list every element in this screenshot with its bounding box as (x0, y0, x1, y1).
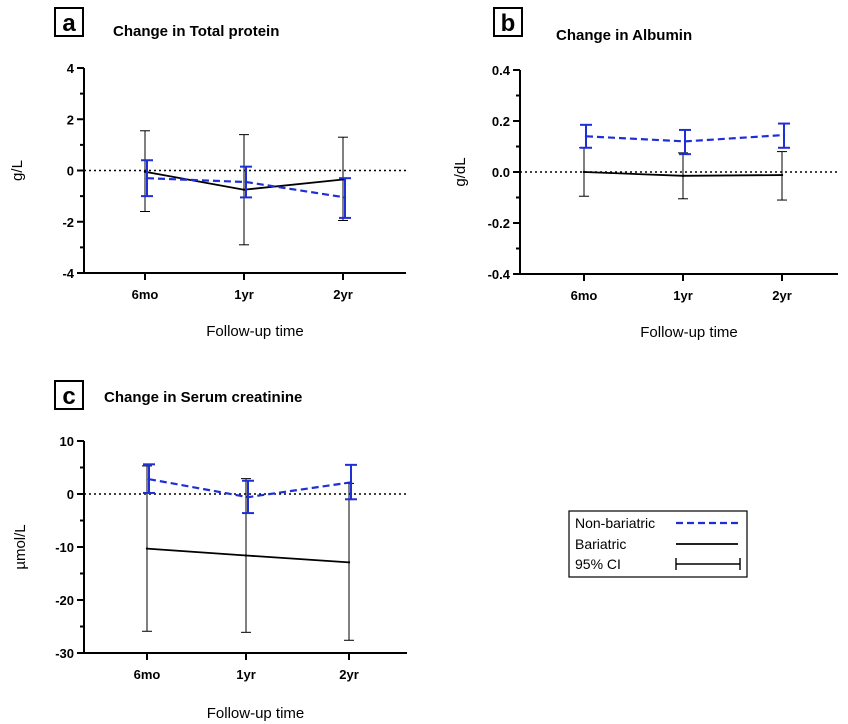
panel-c: c Change in Serum creatinine -30 -20 -10 0 10 6… (12, 380, 407, 722)
data-point (244, 180, 248, 184)
data-point (145, 176, 149, 180)
legend-label: Bariatric (575, 536, 626, 552)
y-tick-label: 0.4 (492, 63, 511, 78)
series-line (146, 547, 350, 564)
y-tick-label: 2 (67, 112, 74, 127)
chart-title: Change in Total protein (113, 23, 279, 40)
panel-letter-box (493, 7, 523, 37)
y-tick-label: 4 (67, 61, 75, 76)
y-tick-label: -0.2 (488, 216, 510, 231)
data-point (244, 554, 248, 557)
data-point (683, 140, 687, 143)
y-tick-label: -10 (55, 540, 74, 555)
y-tick-label: 0.2 (492, 114, 510, 129)
data-point (145, 547, 149, 550)
data-point (242, 188, 246, 191)
panel-letter-box (54, 7, 84, 37)
y-tick-label: 0 (67, 164, 74, 179)
y-tick-label: 10 (60, 434, 74, 449)
panel-letter: b (501, 10, 516, 37)
x-tick-label: 1yr (234, 287, 254, 302)
data-point (584, 135, 588, 138)
series-non-bariatric (580, 122, 790, 156)
y-axis-title: g/dL (452, 157, 469, 186)
data-point (347, 561, 351, 564)
data-point (143, 170, 147, 173)
chart-title: Change in Albumin (556, 27, 692, 44)
series-bariatric (140, 130, 348, 246)
chart-title: Change in Serum creatinine (104, 389, 302, 406)
panel-letter: a (62, 10, 76, 37)
panel-b: b Change in Albumin -0.4 -0.2 0.0 0.2 0.4 6mo 1y… (452, 7, 838, 341)
data-point (782, 133, 786, 137)
y-tick-label: -20 (55, 593, 74, 608)
y-axis-title: µmol/L (12, 524, 29, 569)
series-bariatric (142, 465, 354, 641)
series-non-bariatric (143, 463, 357, 515)
x-tick-label: 2yr (772, 288, 792, 303)
data-point (780, 173, 784, 177)
y-tick-label: -30 (55, 646, 74, 661)
data-point (343, 196, 347, 199)
legend: Non-bariatric Bariatric 95% CI (568, 510, 748, 578)
data-point (246, 495, 250, 499)
x-tick-label: 2yr (333, 287, 353, 302)
y-tick-label: 0 (67, 487, 74, 502)
x-tick-label: 1yr (673, 288, 693, 303)
panel-a: a Change in Total protein -4 -2 0 2 4 6mo 1yr 2yr… (9, 7, 406, 340)
x-axis-title: Follow-up time (207, 705, 305, 722)
series-bariatric (579, 147, 787, 201)
y-axis-title: g/L (9, 160, 26, 181)
panel-letter: c (62, 383, 75, 410)
x-tick-label: 1yr (236, 667, 256, 682)
y-tick-label: -0.4 (488, 267, 511, 282)
y-tick-label: -4 (62, 266, 74, 281)
x-tick-label: 2yr (339, 667, 359, 682)
data-point (147, 477, 151, 481)
x-tick-label: 6mo (571, 288, 598, 303)
data-point (582, 170, 586, 174)
legend-label: 95% CI (575, 556, 621, 572)
x-tick-label: 6mo (132, 287, 159, 302)
y-tick-label: -2 (62, 215, 74, 230)
panel-letter-box (54, 380, 84, 410)
data-point (681, 174, 685, 178)
y-tick-label: 0.0 (492, 165, 510, 180)
legend-swatch-ci (675, 558, 741, 570)
x-axis-title: Follow-up time (640, 324, 738, 341)
series-non-bariatric (141, 159, 351, 219)
x-axis-title: Follow-up time (206, 323, 304, 340)
legend-label: Non-bariatric (575, 515, 655, 531)
x-tick-label: 6mo (134, 667, 161, 682)
data-point (349, 481, 353, 484)
